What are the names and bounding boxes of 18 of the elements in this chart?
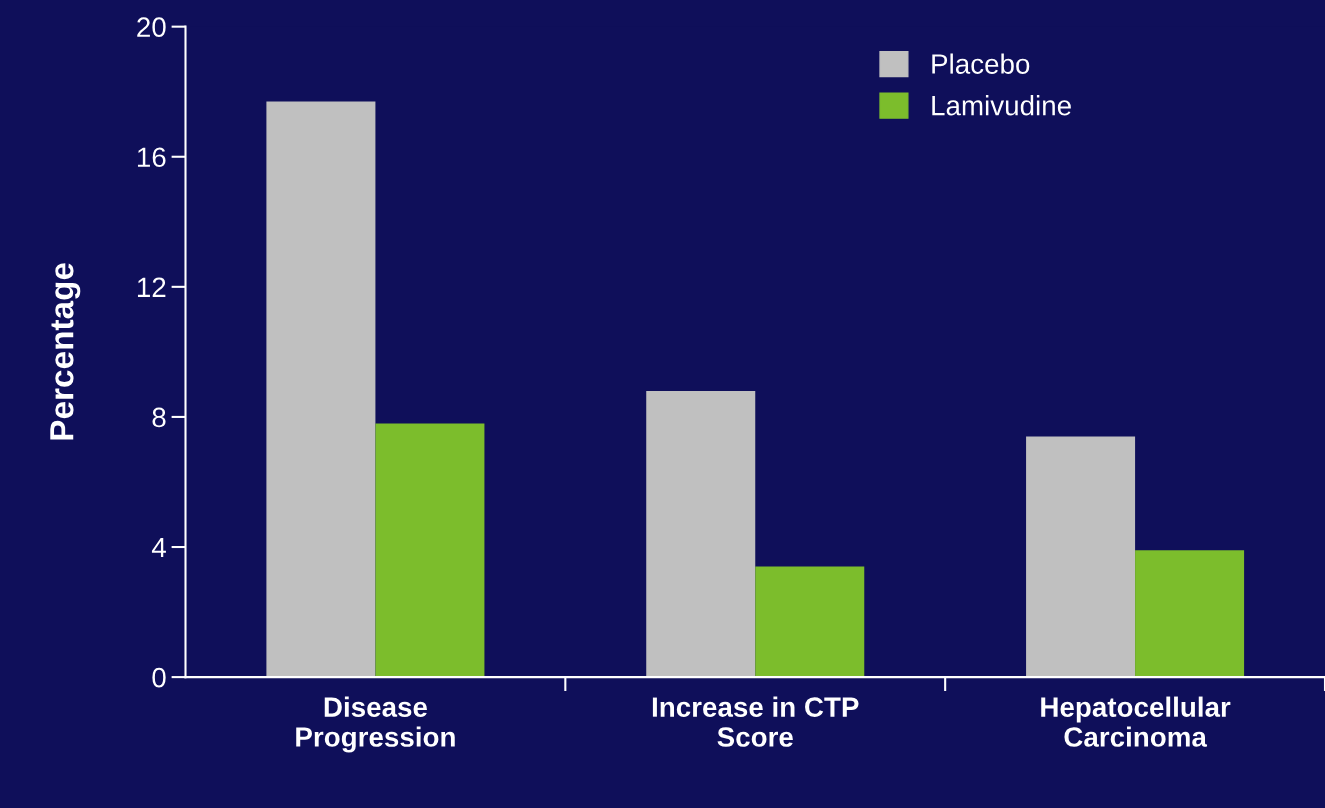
y-axis-title: Percentage (50, 263, 81, 440)
bar (755, 566, 865, 678)
x-tick-label: Disease Progression (296, 696, 455, 753)
legend-label: Lamivudine (932, 95, 1071, 116)
legend-label: Placebo (932, 53, 1030, 74)
bar (266, 101, 376, 678)
y-tick-label: 0 (152, 667, 166, 688)
x-tick-label: Hepatocellular Carcinoma (1041, 696, 1231, 747)
bar (1135, 550, 1245, 678)
bar (375, 423, 485, 678)
x-tick-label: Increase in CTP Score (652, 696, 859, 747)
y-tick-label: 20 (137, 17, 166, 37)
bar (1026, 436, 1136, 678)
y-tick-label: 8 (152, 407, 166, 428)
bar (646, 390, 756, 678)
y-tick-label: 16 (137, 147, 166, 168)
y-tick-label: 12 (137, 277, 166, 297)
y-tick-label: 4 (151, 537, 166, 558)
